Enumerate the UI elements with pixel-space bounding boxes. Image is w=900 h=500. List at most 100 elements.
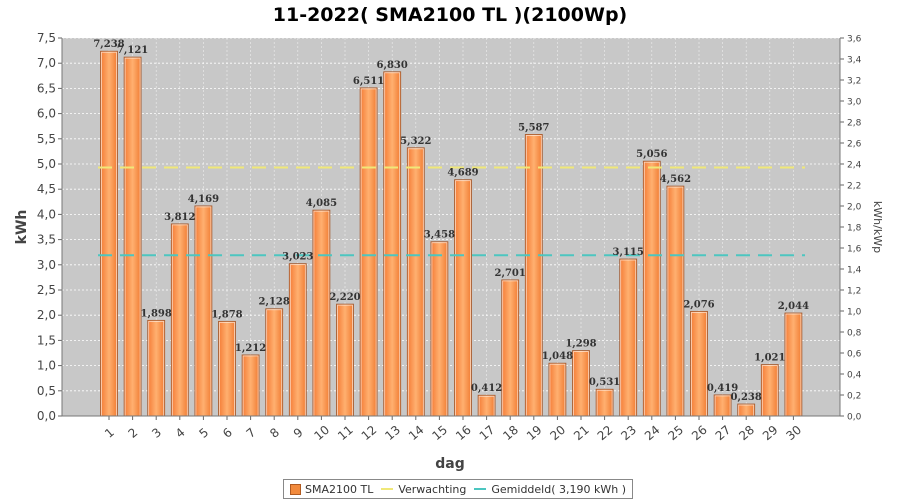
y-tick-label: 4,5 [37, 182, 56, 196]
y-tick-label: 4,0 [37, 207, 56, 221]
value-label: 5,322 [400, 136, 431, 147]
value-label: 3,115 [613, 247, 644, 258]
value-label: 2,220 [329, 292, 360, 303]
legend-expected-swatch [381, 488, 394, 490]
y-tick-label: 2,5 [37, 283, 56, 297]
y2-tick-label: 3,6 [847, 35, 862, 45]
bar-day-5 [194, 205, 213, 417]
bar-day-24 [642, 160, 661, 417]
legend: SMA2100 TL Verwachting Gemiddeld( 3,190 … [283, 479, 634, 499]
x-tick-label: 26 [689, 423, 710, 444]
y-tick-label: 5,5 [37, 132, 56, 146]
value-label: 1,212 [235, 343, 266, 354]
reference-lines [98, 166, 805, 257]
value-label: 6,511 [353, 76, 384, 87]
value-label: 6,830 [377, 60, 408, 71]
y2-tick-label: 2,8 [847, 119, 862, 129]
y2-tick-label: 1,0 [847, 308, 862, 318]
bar-day-7 [241, 354, 260, 417]
x-tick-label: 10 [311, 423, 332, 444]
x-tick-label: 13 [382, 423, 403, 444]
bar-day-8 [265, 308, 284, 417]
y-tick-label: 5,0 [37, 157, 56, 171]
bar-day-15 [430, 241, 449, 417]
x-tick-label: 30 [783, 423, 804, 444]
legend-average-label: Gemiddeld( 3,190 kWh ) [491, 482, 627, 496]
bar-day-11 [336, 303, 354, 417]
y2-tick-label: 0,2 [847, 392, 861, 402]
bar-day-20 [548, 362, 567, 417]
x-tick-label: 11 [335, 423, 356, 444]
x-tick-label: 17 [477, 423, 498, 444]
y2-tick-label: 3,2 [847, 77, 861, 87]
value-label: 1,298 [565, 339, 596, 350]
x-tick-label: 15 [429, 423, 450, 444]
bar-day-21 [572, 350, 590, 417]
bar-day-3 [147, 319, 166, 417]
bar-day-10 [312, 209, 331, 417]
x-tick-label: 14 [406, 423, 427, 444]
y-tick-label: 3,0 [37, 258, 56, 272]
bar-day-13 [383, 71, 402, 417]
y-tick-label: 3,5 [37, 233, 56, 247]
y-tick-label: 0,5 [37, 384, 56, 398]
x-tick-label: 20 [547, 423, 568, 444]
y-tick-label: 2,0 [37, 308, 56, 322]
bar-day-25 [666, 185, 685, 417]
bar-day-12 [359, 87, 378, 417]
bar-day-17 [477, 394, 496, 417]
x-tick-label: 4 [173, 425, 188, 441]
y-tick-label: 1,5 [37, 333, 56, 347]
y2-tick-label: 1,2 [847, 287, 861, 297]
bar-day-26 [690, 310, 708, 417]
y2-axis-label: kWh/kWp [871, 201, 884, 253]
y2-tick-label: 3,4 [847, 56, 862, 66]
y2-tick-label: 1,4 [847, 266, 862, 276]
value-label: 1,898 [141, 308, 172, 319]
bar-day-14 [406, 147, 425, 417]
x-tick-label: 29 [760, 423, 781, 444]
value-label: 3,812 [164, 212, 195, 223]
y2-tick-label: 2,0 [847, 203, 862, 213]
legend-item-average: Gemiddeld( 3,190 kWh ) [474, 483, 626, 496]
bar-day-23 [619, 258, 638, 417]
x-tick-label: 3 [149, 425, 164, 441]
bar-day-29 [760, 364, 779, 417]
value-label: 2,044 [778, 301, 809, 312]
x-tick-label: 2 [126, 425, 141, 441]
legend-series-swatch [290, 483, 301, 495]
x-tick-label: 16 [453, 423, 474, 444]
bar-day-19 [524, 134, 543, 417]
y-tick-label: 7,5 [37, 31, 56, 45]
value-label: 0,412 [471, 383, 502, 394]
value-label: 7,238 [93, 39, 124, 50]
bar-day-4 [170, 223, 189, 417]
value-label: 1,878 [211, 309, 242, 320]
y-tick-label: 6,0 [37, 107, 56, 121]
y-axis-label: kWh [14, 210, 30, 245]
y-tick-label: 0,0 [37, 409, 56, 423]
bar-day-28 [737, 403, 756, 417]
bar-day-9 [288, 263, 307, 417]
value-label: 0,531 [589, 377, 620, 388]
legend-item-series: SMA2100 TL [290, 483, 373, 496]
bar-day-30 [784, 312, 803, 417]
y-tick-label: 1,0 [37, 359, 56, 373]
value-label: 4,689 [447, 168, 478, 179]
y2-tick-label: 2,2 [847, 182, 861, 192]
y2-tick-label: 3,0 [847, 98, 862, 108]
legend-series-label: SMA2100 TL [305, 482, 374, 496]
y2-tick-label: 0,4 [847, 371, 862, 381]
x-axis-label: dag [435, 456, 465, 472]
x-tick-label: 25 [665, 423, 686, 444]
plot-area [62, 38, 840, 416]
x-tick-label: 6 [220, 425, 235, 441]
y2-tick-label: 0,0 [847, 413, 862, 423]
x-tick-label: 23 [618, 423, 639, 444]
y2-tick-label: 2,4 [847, 161, 862, 171]
value-label: 1,048 [542, 351, 573, 362]
x-tick-label: 24 [642, 423, 663, 444]
x-tick-label: 7 [244, 425, 259, 441]
value-label: 1,021 [754, 353, 785, 364]
